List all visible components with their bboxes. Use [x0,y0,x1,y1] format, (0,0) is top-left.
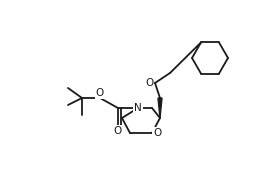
Text: O: O [96,88,104,98]
Polygon shape [158,98,162,118]
Text: N: N [134,103,142,113]
Text: O: O [114,126,122,136]
Text: O: O [153,128,161,138]
Text: O: O [145,78,153,88]
